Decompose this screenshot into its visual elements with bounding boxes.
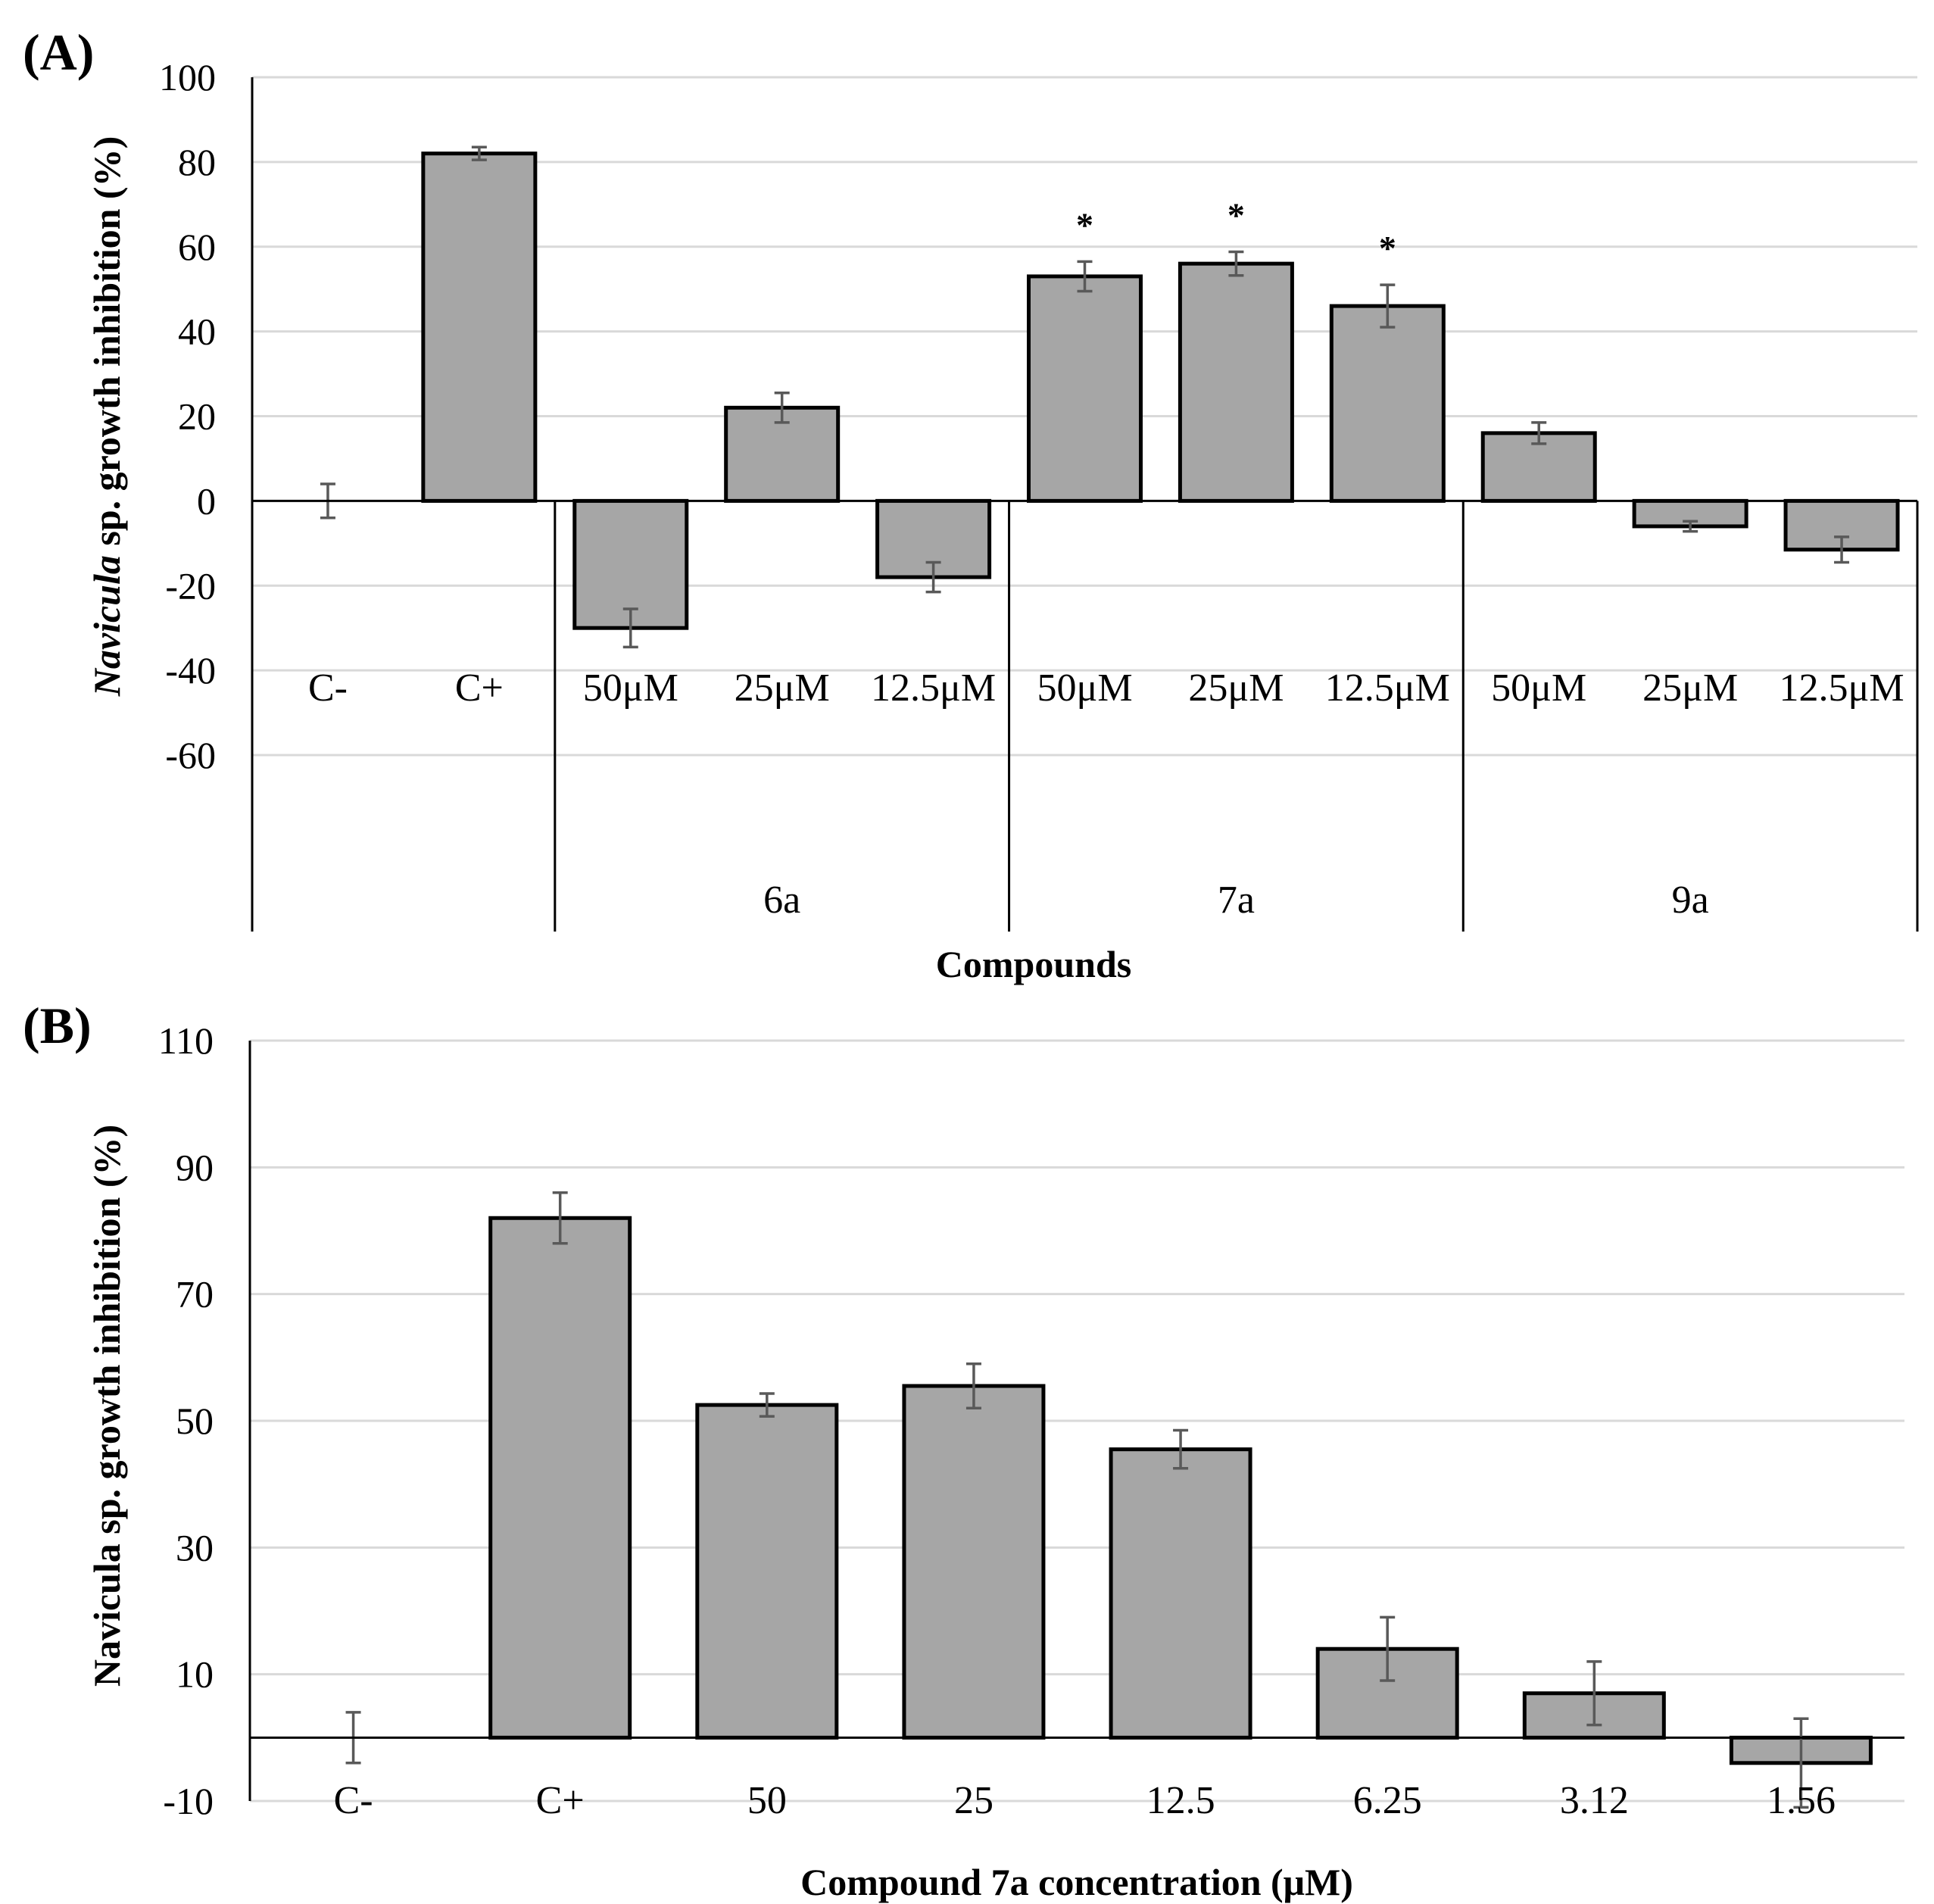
panel-a-y-tick-label: 20: [178, 395, 216, 438]
panel-b-bars: [488, 1216, 1873, 1765]
panel-a-bar: [1329, 304, 1446, 503]
panel-a-group-label: 9a: [1672, 879, 1709, 922]
panel-a-y-tick-labels: 100 80 60 40 20 0 -20 -40 -60: [159, 56, 216, 776]
panel-a-category-label: 12.5μM: [1779, 666, 1904, 710]
panel-a-y-tick-label: 0: [197, 479, 216, 522]
panel-a-bar: [572, 498, 689, 630]
panel-b-x-axis-title: Compound 7a concentration (μM): [800, 1861, 1353, 1903]
panel-b-y-tick-label: 110: [158, 1019, 214, 1062]
panel-b-error-bar: [965, 1362, 981, 1410]
panel-a-category-label: 50μM: [1491, 666, 1586, 710]
panel-b-bar: [1109, 1447, 1252, 1740]
panel-a-error-bars: [320, 145, 1850, 649]
panel-b-error-bar: [1173, 1428, 1189, 1470]
panel-b-bar: [488, 1216, 632, 1740]
panel-a-error-bar: [622, 607, 638, 649]
panel-a-category-label: C+: [455, 666, 504, 710]
panel-b-label: (B): [23, 997, 92, 1054]
panel-b-category-label: C+: [536, 1779, 585, 1822]
panel-b-bar: [695, 1403, 839, 1740]
panel-a-y-axis-title-italic: Navicula: [86, 555, 128, 697]
panel-a-significance-mark: *: [1076, 205, 1093, 244]
panel-a-category-label: 50μM: [1037, 666, 1132, 710]
panel-a-significance-mark: *: [1379, 229, 1396, 267]
panel-b-category-label: 25: [954, 1779, 994, 1822]
panel-a-error-bar: [1531, 421, 1547, 445]
panel-b-error-bars: [345, 1191, 1809, 1809]
panel-b-y-tick-label: 70: [176, 1273, 214, 1316]
panel-b-category-labels: C- C+ 50 25 12.5 6.25 3.12 1.56: [334, 1779, 1836, 1822]
panel-a-bar: [421, 151, 538, 503]
panel-a-error-bar: [1228, 250, 1244, 277]
panel-b: (B) 110 90 70 50 30 10 -10 C- C+ 50 25 12.5 6.25 3.1…: [23, 997, 1904, 1903]
panel-a-category-label: 25μM: [1642, 666, 1738, 710]
panel-a-error-bar: [1683, 520, 1698, 533]
panel-a-bar: [1178, 261, 1294, 503]
panel-b-y-tick-label: 90: [176, 1146, 214, 1188]
panel-b-category-label: 6.25: [1353, 1779, 1422, 1822]
panel-a-error-bar: [1077, 260, 1093, 293]
panel-b-category-label: 12.5: [1146, 1779, 1215, 1822]
panel-b-y-tick-label: 50: [176, 1400, 214, 1442]
panel-b-y-tick-labels: 110 90 70 50 30 10 -10: [158, 1019, 214, 1822]
panel-a-y-tick-label: 80: [178, 141, 216, 183]
panel-a-y-axis-title: Navicula sp. growth inhibition (%): [86, 136, 128, 697]
panel-b-error-bar: [759, 1392, 775, 1418]
panel-a-group-label: 6a: [763, 879, 800, 922]
panel-a-y-tick-label: 40: [178, 311, 216, 353]
panel-a-bars: [421, 151, 1900, 630]
panel-a-group-label: 7a: [1218, 879, 1255, 922]
panel-a-category-label: 50μM: [583, 666, 678, 710]
panel-a-error-bar: [1834, 535, 1850, 564]
panel-a-category-labels: C- C+ 50μM 25μM 12.5μM 50μM 25μM 12.5μM 50μM 25μM…: [308, 666, 1904, 710]
panel-b-error-bar: [1793, 1717, 1809, 1809]
panel-b-y-tick-label: -10: [163, 1780, 214, 1822]
panel-a-y-tick-label: -20: [165, 564, 216, 607]
panel-b-error-bar: [1586, 1660, 1602, 1727]
panel-b-category-label: 1.56: [1767, 1779, 1836, 1822]
panel-a-category-label: 12.5μM: [1325, 666, 1450, 710]
panel-a-label: (A): [23, 23, 94, 81]
panel-a: (A) 100 80 60 40 20 0 -20 -40 -60 * * * C- C+ 50μM 25…: [23, 23, 1919, 985]
panel-a-y-tick-label: 100: [159, 56, 216, 98]
panel-a-error-bar: [1380, 283, 1396, 329]
panel-a-category-label: 12.5μM: [871, 666, 996, 710]
panel-a-error-bar: [471, 145, 487, 161]
panel-a-category-label: 25μM: [1188, 666, 1284, 710]
panel-a-x-axis-title: Compounds: [936, 943, 1131, 985]
panel-a-significance-mark: *: [1227, 195, 1245, 234]
panel-a-y-axis-title-rest: sp. growth inhibition (%): [86, 136, 128, 555]
panel-b-y-tick-label: 30: [176, 1526, 214, 1568]
panel-b-y-axis-title: Navicula sp. growth inhibition (%): [86, 1125, 128, 1687]
panel-a-significance-marks: * * *: [1076, 195, 1396, 267]
panel-a-error-bar: [774, 391, 790, 424]
panel-b-error-bar: [552, 1191, 568, 1245]
panel-b-category-label: 50: [747, 1779, 787, 1822]
panel-a-error-bar: [925, 560, 941, 594]
panel-b-error-bar: [1380, 1615, 1396, 1682]
panel-a-category-label: C-: [308, 666, 348, 710]
panel-a-group-labels: 6a 7a 9a: [554, 501, 1919, 932]
panel-a-bar: [1027, 274, 1143, 503]
panel-a-y-tick-label: -40: [165, 649, 216, 691]
panel-a-category-label: 25μM: [735, 666, 830, 710]
panel-b-bar: [902, 1384, 1046, 1740]
panel-a-y-tick-label: -60: [165, 734, 216, 776]
panel-b-category-label: C-: [334, 1779, 373, 1822]
panel-b-category-label: 3.12: [1560, 1779, 1629, 1822]
panel-a-y-tick-label: 60: [178, 226, 216, 268]
panel-b-y-tick-label: 10: [176, 1653, 214, 1696]
